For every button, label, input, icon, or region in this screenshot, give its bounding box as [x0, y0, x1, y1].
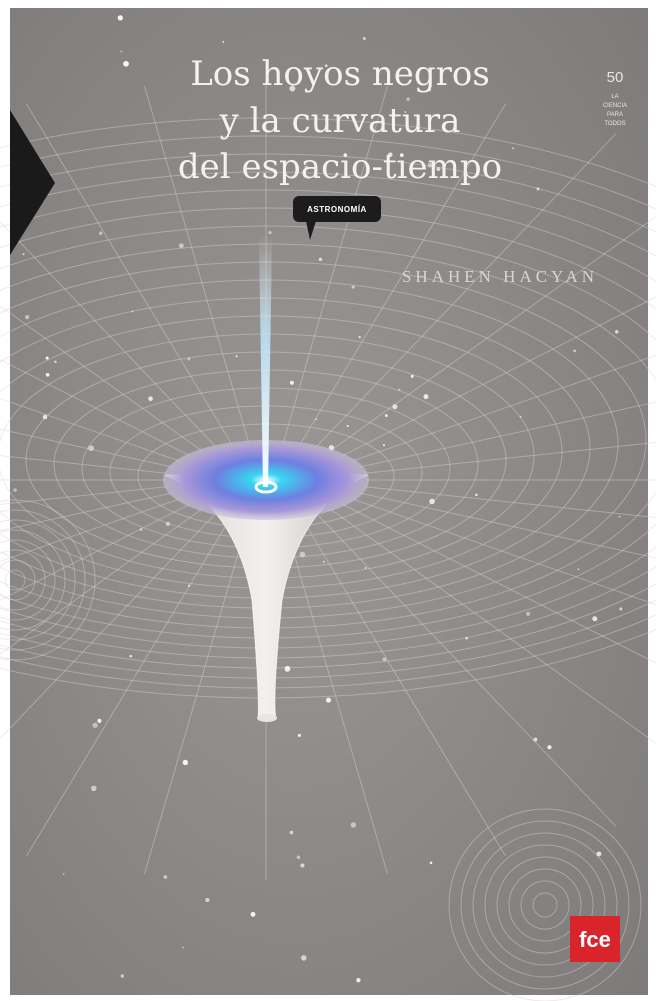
star: [411, 375, 414, 378]
star: [188, 585, 190, 587]
series-name: LA: [611, 94, 618, 100]
star: [424, 394, 429, 399]
star: [398, 389, 400, 391]
star: [46, 373, 50, 377]
star: [123, 61, 129, 67]
star: [25, 315, 29, 319]
star: [347, 425, 349, 427]
star: [99, 231, 103, 235]
star: [205, 898, 209, 902]
star: [297, 856, 301, 860]
star: [120, 50, 122, 52]
star: [392, 404, 397, 409]
star: [187, 357, 190, 360]
star: [465, 637, 468, 640]
star: [326, 698, 331, 703]
star: [91, 786, 97, 792]
star: [323, 561, 325, 563]
series-name: PARA: [607, 112, 623, 118]
star: [13, 488, 17, 492]
star: [352, 285, 355, 288]
star: [251, 912, 256, 917]
star: [130, 655, 133, 658]
star: [573, 350, 576, 353]
star: [290, 381, 294, 385]
star: [536, 187, 539, 190]
star: [121, 974, 125, 978]
page: {"cover": {"title_lines": ["Los hoyos ne…: [0, 0, 656, 1001]
series-name: TODOS: [604, 121, 625, 127]
star: [164, 875, 168, 879]
funnel-tip: [257, 714, 277, 722]
star: [132, 311, 134, 313]
title-line: del espacio-tiempo: [178, 147, 502, 187]
star: [615, 330, 619, 334]
star: [619, 516, 621, 518]
star: [97, 719, 101, 723]
star: [179, 243, 184, 248]
logo-text: fce: [579, 927, 611, 952]
star: [46, 356, 49, 359]
star: [351, 822, 356, 827]
book-cover: Los hoyos negros y la curvatura del espa…: [0, 0, 656, 1001]
star: [22, 253, 24, 255]
star: [183, 760, 188, 765]
star: [430, 862, 433, 865]
star: [319, 258, 322, 261]
star: [364, 567, 366, 569]
publisher-logo: fce: [570, 916, 620, 962]
title-line: y la curvatura: [219, 101, 461, 141]
star: [383, 658, 387, 662]
star: [92, 723, 97, 728]
star: [547, 745, 551, 749]
star: [596, 851, 601, 856]
title-line: Los hoyos negros: [190, 54, 490, 94]
star: [166, 522, 170, 526]
star: [526, 612, 530, 616]
star: [300, 863, 304, 867]
star: [268, 231, 271, 234]
star: [300, 552, 306, 558]
star: [475, 493, 478, 496]
star: [315, 418, 317, 420]
star: [54, 360, 57, 363]
star: [577, 568, 579, 570]
star: [356, 978, 360, 982]
star: [43, 415, 48, 420]
star: [118, 15, 123, 20]
star: [182, 947, 184, 949]
star: [363, 37, 366, 40]
star: [301, 955, 306, 960]
star: [290, 831, 294, 835]
star: [429, 499, 435, 505]
star: [236, 355, 238, 357]
star: [592, 616, 597, 621]
tag-label: ASTRONOMÍA: [307, 205, 367, 214]
star: [385, 414, 388, 417]
star: [512, 147, 514, 149]
star: [520, 416, 522, 418]
star: [63, 873, 65, 875]
series-name: CIENCIA: [603, 103, 627, 109]
star: [298, 734, 301, 737]
star: [383, 444, 385, 446]
series-number: 50: [607, 69, 624, 86]
star: [533, 738, 537, 742]
star: [88, 445, 94, 451]
author: SHAHEN HACYAN: [402, 267, 598, 286]
star: [619, 607, 622, 610]
star: [285, 666, 291, 672]
star: [148, 396, 153, 401]
star: [222, 41, 224, 43]
star: [359, 336, 361, 338]
star: [140, 528, 143, 531]
